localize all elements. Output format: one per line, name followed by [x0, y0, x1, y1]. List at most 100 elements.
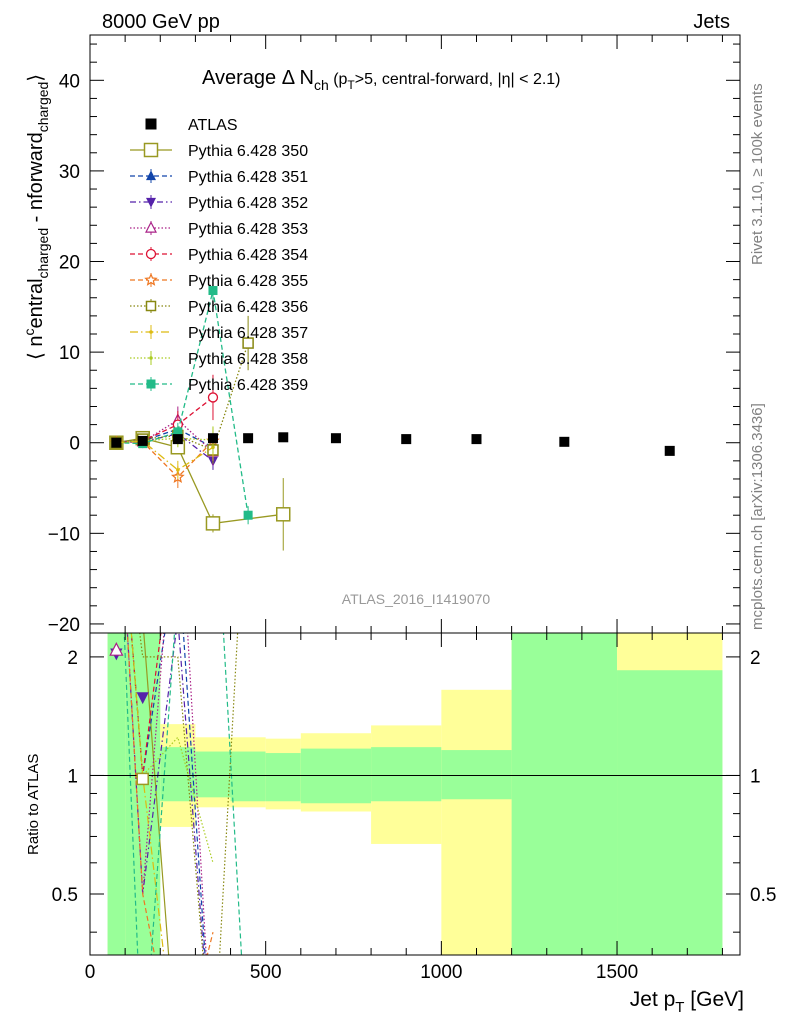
legend-label: Pythia 6.428 356 [188, 299, 308, 316]
atlas-data-point [111, 437, 122, 448]
atlas-data-point [243, 433, 254, 444]
ratio-series-line-5 [126, 633, 214, 955]
ylabel-close: ⟩ [25, 74, 47, 82]
series-line-7 [116, 440, 214, 471]
ratio-ytick-label-right: 1 [750, 766, 761, 787]
main-ytick-label: −20 [48, 615, 80, 636]
series-point-0 [205, 516, 221, 531]
ylabel-forward: forward [25, 132, 47, 199]
ratio-band-inner [511, 633, 618, 955]
main-ytick-label: 30 [59, 162, 80, 183]
ratio-band-inner [441, 750, 512, 800]
ratio-markers [109, 642, 149, 786]
ratio-series-line-8 [130, 633, 214, 863]
ratio-series-line-6 [139, 633, 239, 955]
ylabel-open: ⟨ n [25, 336, 47, 360]
legend-label: ATLAS [188, 117, 238, 134]
ratio-band-inner [265, 753, 301, 802]
atlas-data-point [330, 433, 341, 444]
ratio-tick-labels: 0.5 0.5 1 1 2 2 0 500 1000 1500 [52, 648, 777, 983]
ylabel-sub1: charged [35, 228, 51, 279]
ratio-marker [109, 642, 124, 656]
atlas-data-point [278, 432, 289, 443]
main-ytick-label: 40 [59, 71, 80, 92]
legend-marker [145, 221, 157, 233]
main-ticks [89, 35, 740, 633]
series-line-3 [116, 419, 214, 453]
legend-marker [146, 170, 156, 181]
analysis-watermark: ATLAS_2016_I1419070 [342, 591, 491, 607]
ratio-band-inner [195, 751, 231, 798]
atlas-data-point [559, 436, 570, 447]
series-line-9 [116, 290, 249, 516]
series-point-7 [176, 468, 180, 472]
ratio-series-line-7 [130, 633, 165, 955]
ratio-series-line-2 [126, 633, 205, 955]
ratio-ticks [89, 633, 740, 955]
legend-label: Pythia 6.428 351 [188, 169, 308, 186]
main-ytick-label: 10 [59, 343, 80, 364]
ylabel-central: entral [25, 278, 47, 328]
legend-marker [146, 197, 156, 208]
legend-marker [144, 272, 158, 286]
ratio-band-outer [441, 689, 512, 955]
title-rest: >5, central-forward, |η| < 2.1) [355, 71, 561, 88]
legend-label: Pythia 6.428 358 [188, 351, 308, 368]
ratio-panel: 0.5 0.5 1 1 2 2 0 500 1000 1500 Ratio to ATLAS Je… [25, 632, 777, 1016]
legend-marker [145, 248, 157, 260]
series-point-4 [207, 392, 219, 403]
legend-marker [143, 142, 159, 158]
ratio-band-inner [230, 751, 266, 802]
title-sub-ch: ch [314, 77, 329, 93]
ratio-band-inner [617, 670, 723, 955]
series-line-1 [116, 428, 214, 448]
main-ytick-label: −10 [48, 524, 80, 545]
ratio-ytick-label: 0.5 [52, 885, 78, 906]
ratio-marker [136, 772, 149, 786]
ratio-series-group [123, 633, 243, 955]
header-right: Jets [693, 11, 730, 33]
legend-marker [149, 330, 153, 334]
series-line-5 [116, 440, 214, 479]
header-left: 8000 GeV pp [102, 11, 220, 33]
ratio-xtick-label: 1500 [596, 962, 638, 983]
ratio-ytick-label-right: 2 [750, 648, 761, 669]
ratio-series-line-9 [123, 633, 243, 955]
title-open: (p [329, 71, 348, 88]
atlas-data-point [207, 433, 218, 444]
title-main: Average Δ N [202, 67, 314, 89]
ratio-marker [136, 692, 149, 705]
atlas-data-point [664, 445, 675, 456]
atlas-data-point [137, 435, 148, 446]
legend: ATLAS Pythia 6.428 350 Pythia 6.428 351 Pyt… [130, 117, 308, 394]
main-ytick-label: 0 [69, 434, 80, 455]
ratio-band-inner [371, 747, 442, 802]
main-data-group [111, 432, 675, 456]
ylabel-sup-c: c [21, 329, 37, 336]
legend-marker [146, 379, 156, 389]
legend-label: Pythia 6.428 354 [188, 247, 308, 264]
main-title: Average Δ Nch (pT>5, central-forward, |η… [202, 67, 561, 93]
xlabel-rest: [GeV] [684, 988, 744, 1011]
series-line-6 [116, 342, 249, 451]
ratio-ytick-label: 2 [67, 648, 78, 669]
series-point-9 [208, 286, 218, 296]
xlabel-sub: T [675, 999, 684, 1016]
atlas-data-point [172, 434, 183, 445]
series-point-9 [243, 510, 253, 520]
side-mcplots-text: mcplots.cern.ch [arXiv:1306.3436] [749, 403, 766, 630]
side-rivet-text: Rivet 3.1.10, ≥ 100k events [749, 83, 766, 265]
ratio-xtick-label: 500 [250, 962, 282, 983]
main-panel: 40 30 20 10 0 −10 −20 Average Δ Nch (pT>5, cen… [21, 34, 741, 636]
ratio-xlabel: Jet pT [GeV] [630, 988, 744, 1016]
main-ylabel: ⟨ ncentralcharged - nforwardcharged⟩ [21, 74, 51, 360]
atlas-data-point [471, 434, 482, 445]
atlas-data-point [401, 434, 412, 445]
legend-marker [149, 356, 153, 360]
series-point-6 [242, 337, 254, 349]
legend-label: Pythia 6.428 350 [188, 143, 308, 160]
ratio-xtick-label: 1000 [420, 962, 462, 983]
ratio-band-inner [107, 633, 126, 955]
legend-label: Pythia 6.428 357 [188, 325, 308, 342]
ylabel-minus: - n [25, 199, 47, 228]
